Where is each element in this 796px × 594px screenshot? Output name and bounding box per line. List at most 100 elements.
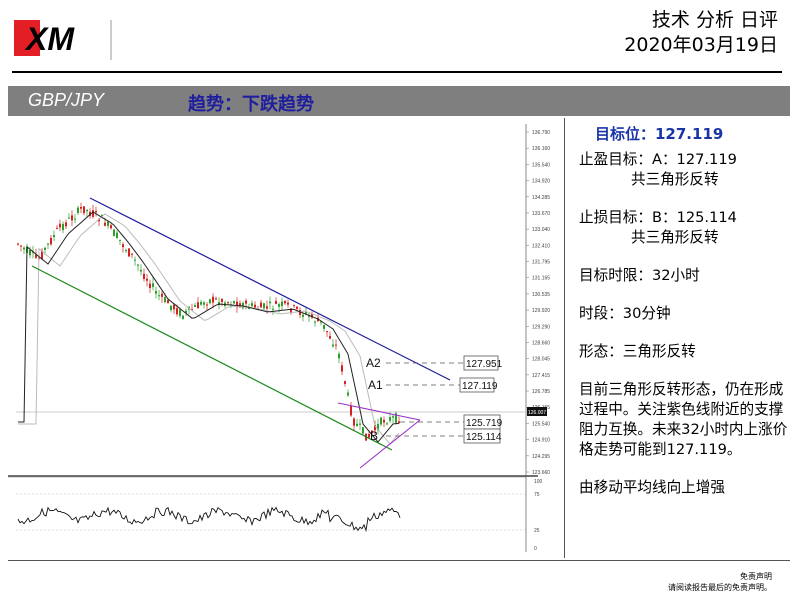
candle-body [239, 303, 241, 308]
level-value-mid: 125.719 [466, 418, 503, 429]
price-tick-label: 128.045 [532, 357, 550, 363]
target-horizon: 目标时限：32小时 [579, 267, 700, 284]
candle-body [125, 250, 127, 252]
candle-body [356, 423, 358, 427]
currency-pair: GBP/JPY [28, 90, 105, 110]
price-tick-label: 134.285 [532, 195, 550, 201]
analysis-text: 目前三角形反转形态，仍在形成过程中。关注紫色线附近的支撑阻力互换。未来32小时内… [579, 381, 788, 458]
candle-body [218, 302, 220, 306]
oscillator-tick-label: 100 [534, 479, 543, 485]
candle-body [104, 222, 106, 226]
candle-body [335, 344, 337, 346]
candle-body [149, 283, 151, 289]
candle-body [392, 416, 394, 418]
candle-body [89, 211, 91, 216]
candle-body [80, 206, 82, 209]
oscillator-axis-ticks: 100 75 25 0 [534, 479, 543, 552]
candles [17, 202, 400, 441]
candle-body [206, 304, 208, 306]
level-value-a2: 127.951 [466, 359, 503, 370]
candle-body [233, 301, 235, 304]
candle-body [254, 304, 256, 308]
candle-body [374, 424, 376, 431]
price-tick-label: 129.290 [532, 324, 550, 330]
candle-body [53, 235, 55, 238]
candle-body [383, 419, 385, 423]
candle-body [65, 222, 67, 227]
candle-body [371, 430, 373, 433]
oscillator-grid [16, 493, 526, 531]
candle-body [35, 254, 37, 258]
candle-body [197, 302, 199, 309]
candle-body [299, 309, 301, 315]
candle-body [20, 245, 22, 247]
report-title: 技术 分析 日评 [651, 9, 778, 31]
candle-body [296, 306, 298, 309]
price-tick-label: 135.540 [532, 162, 550, 168]
svg-text:XM: XM [24, 21, 75, 57]
pattern: 形态：三角形反转 [579, 343, 696, 360]
candle-body [122, 244, 124, 248]
header-divider [12, 71, 782, 73]
level-box-b [463, 428, 501, 444]
take-profit-sub: 共三角形反转 [631, 171, 719, 188]
channel-top-line [89, 197, 451, 381]
level-tag-a2: A2 [366, 356, 381, 370]
candle-body [74, 218, 76, 220]
trend-label: 趋势：下跌趋势 [188, 94, 314, 115]
level-value-b: 125.114 [466, 432, 502, 443]
current-price-tag [527, 407, 547, 416]
candle-body [29, 250, 31, 256]
candle-body [398, 421, 400, 423]
candle-body [116, 232, 118, 239]
candle-body [347, 392, 349, 396]
candle-body [182, 315, 184, 319]
candle-body [23, 247, 25, 250]
oscillator-tick-label: 25 [534, 528, 540, 534]
candle-body [161, 293, 163, 297]
candle-body [119, 239, 121, 241]
level-tag-a1: A1 [368, 378, 383, 392]
candle-body [275, 301, 277, 304]
price-tick-label: 131.795 [532, 260, 550, 266]
candle-body [386, 423, 388, 425]
price-tick-label: 128.660 [532, 340, 550, 346]
oscillator-line [17, 506, 401, 533]
candle-body [83, 206, 85, 214]
stop-loss-sub: 共三角形反转 [631, 229, 719, 246]
candle-body [131, 253, 133, 255]
candle-body [86, 209, 88, 212]
timeframe: 时段：30分钟 [579, 305, 671, 322]
candle-body [170, 305, 172, 310]
triangle-pattern [337, 402, 421, 469]
price-tick-label: 126.785 [532, 389, 550, 395]
candle-body [203, 302, 205, 305]
candle-body [92, 210, 94, 217]
price-tick-label: 129.920 [532, 308, 550, 314]
candle-body [41, 250, 43, 259]
candle-body [368, 434, 370, 438]
report-date: 2020年03月19日 [624, 34, 778, 56]
analysis-panel: 目标位：127.119 止盈目标：A：127.119 共三角形反转 止损目标：B… [579, 124, 791, 498]
price-chart: 136.790 136.160 135.540 134.920 134.285 133.6… [8, 124, 550, 552]
candle-body [215, 298, 217, 300]
oscillator-tick-label: 0 [534, 546, 537, 552]
candle-body [101, 214, 103, 217]
candle-body [68, 217, 70, 219]
disclaimer-text: 请阅读报告最后的免责声明。 [668, 583, 772, 592]
candle-body [56, 227, 58, 229]
candle-body [311, 313, 313, 318]
level-box-a1 [459, 377, 495, 393]
candle-body [155, 290, 157, 294]
candle-body [389, 417, 391, 421]
candle-body [320, 321, 322, 323]
price-tick-label: 133.040 [532, 227, 550, 233]
candle-body [62, 223, 64, 231]
candle-body [380, 417, 382, 425]
candle-body [245, 300, 247, 304]
candle-body [377, 424, 379, 431]
candle-body [209, 299, 211, 304]
candle-body [341, 365, 343, 372]
level-box-a2 [463, 355, 499, 371]
candle-body [251, 303, 253, 307]
